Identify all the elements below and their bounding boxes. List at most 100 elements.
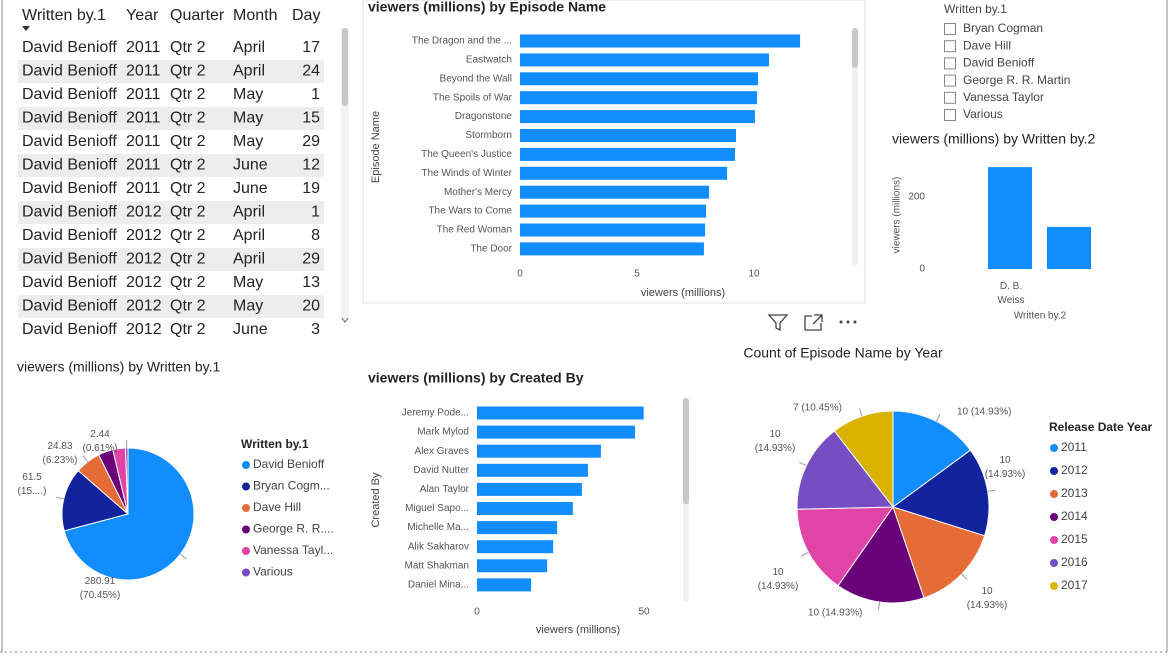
table-cell: David Benioff: [22, 133, 117, 150]
table-cell: Qtr 2: [170, 39, 206, 56]
legend-label: Dave Hill: [253, 500, 301, 514]
table-cell: David Benioff: [22, 227, 117, 244]
column-header: Written by.1: [22, 7, 106, 24]
table-cell: April: [233, 204, 265, 221]
chart-scroll-thumb[interactable]: [683, 398, 689, 504]
table-cell: April: [233, 227, 265, 244]
bar: [520, 34, 801, 48]
leader-line: [935, 413, 941, 422]
table-cell: David Benioff: [22, 39, 117, 56]
y-tick-label: Alan Taylor: [420, 484, 470, 495]
slicer-item: Bryan Cogman: [963, 21, 1043, 35]
table-cell: 2012: [126, 227, 162, 244]
legend-swatch: [1050, 467, 1058, 475]
table-cell: May: [233, 298, 263, 315]
sort-arrow[interactable]: [22, 26, 30, 31]
legend-swatch: [242, 504, 250, 512]
x-tick-label: D. B. Weiss: [997, 281, 1025, 306]
chart-scrollbar[interactable]: [852, 28, 858, 265]
legend-title: Written by.1: [241, 437, 309, 451]
bar: [520, 185, 710, 199]
checkbox[interactable]: [944, 74, 956, 87]
table-cell: 2011: [126, 86, 161, 103]
x-axis-title: Written by.2: [1014, 311, 1067, 322]
scroll-arrow[interactable]: [341, 317, 349, 323]
table-cell: David Benioff: [22, 298, 117, 315]
checkbox[interactable]: [944, 23, 956, 35]
focus-icon[interactable]: [804, 314, 823, 331]
data-label: 10 (14.93%): [758, 567, 799, 592]
y-tick-label: The Red Woman: [437, 225, 512, 236]
pie-slice: [837, 505, 925, 604]
table-cell: 15: [302, 110, 320, 127]
checkbox[interactable]: [944, 91, 956, 104]
x-tick-label: 0: [517, 269, 523, 280]
row-band: [18, 154, 324, 177]
table-cell: 29: [302, 133, 320, 150]
y-tick-label: David Nutter: [413, 465, 469, 476]
checkbox[interactable]: [944, 40, 956, 53]
table-cell: May: [233, 274, 263, 291]
bar: [1047, 226, 1091, 269]
table-cell: 2011: [126, 63, 161, 80]
pie-slice: [63, 447, 195, 581]
y-tick-label: Alik Sakharov: [408, 541, 469, 552]
table-scrollbar[interactable]: [341, 28, 349, 320]
table-cell: 2012: [126, 298, 162, 315]
chart-title: viewers (millions) by Written by.1: [17, 359, 221, 375]
x-tick-label: 50: [638, 607, 650, 618]
table-cell: Qtr 2: [170, 274, 206, 291]
row-band: [18, 107, 324, 130]
row-band: [18, 295, 324, 318]
y-tick-label: Daniel Mina...: [408, 580, 469, 591]
table-cell: Qtr 2: [170, 133, 206, 150]
checkbox[interactable]: [944, 109, 956, 121]
more-icon[interactable]: [839, 320, 857, 324]
chart-scroll-thumb[interactable]: [852, 28, 858, 68]
bar: [520, 53, 769, 67]
filter-icon[interactable]: [767, 314, 789, 332]
checkbox[interactable]: [944, 57, 956, 70]
legend-label: 2017: [1061, 578, 1088, 592]
y-tick-label: The Queen's Justice: [421, 149, 512, 160]
y-tick-label: Beyond the Wall: [440, 73, 512, 84]
legend-label: Vanessa Tayl...: [253, 543, 333, 557]
y-tick-label: 200: [908, 192, 925, 203]
leader-line: [987, 489, 996, 492]
y-axis-title: Episode Name: [370, 111, 382, 183]
leader-line: [801, 551, 809, 557]
leader-line: [179, 553, 187, 560]
table-cell: Qtr 2: [170, 110, 206, 127]
y-tick-label: The Door: [470, 244, 512, 255]
bar: [477, 578, 532, 592]
table-cell: 2012: [126, 204, 162, 221]
table-cell: Qtr 2: [170, 298, 206, 315]
legend-label: 2015: [1061, 532, 1088, 546]
slicer-title: Written by.1: [944, 2, 1007, 16]
y-tick-label: Stormborn: [465, 130, 512, 141]
legend-label: David Benioff: [253, 457, 325, 471]
column-header: Year: [126, 7, 159, 24]
data-label: 10 (14.93%): [808, 608, 862, 619]
bar: [520, 91, 758, 105]
chart-title: viewers (millions) by Episode Name: [368, 0, 606, 15]
bar: [477, 521, 558, 535]
table-cell: 2011: [126, 110, 161, 127]
legend-swatch: [242, 525, 250, 534]
row-band: [18, 201, 324, 224]
y-tick-label: Alex Graves: [415, 446, 469, 457]
legend-swatch: [242, 547, 250, 555]
y-tick-label: Miguel Sapo...: [405, 503, 469, 514]
y-axis-title: Created By: [370, 472, 382, 528]
data-label: 10 (14.93%): [755, 429, 796, 454]
table-cell: David Benioff: [22, 157, 117, 174]
table-scroll-thumb[interactable]: [342, 28, 348, 106]
y-tick-label: Dragonstone: [455, 111, 513, 122]
bar: [477, 559, 548, 573]
bar: [988, 167, 1032, 269]
y-axis-title: viewers (millions): [892, 177, 903, 254]
chart-title: viewers (millions) by Written by.2: [892, 131, 1096, 147]
table-cell: 2011: [126, 133, 161, 150]
legend-swatch: [242, 461, 250, 469]
